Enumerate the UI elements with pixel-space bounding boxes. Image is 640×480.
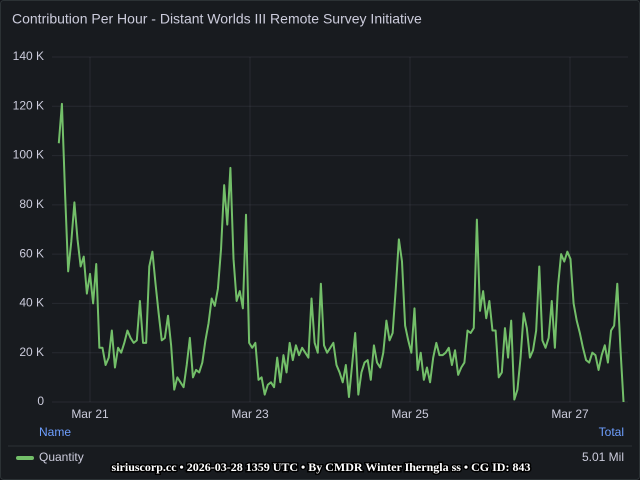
y-tick-label: 40 K	[19, 296, 44, 310]
watermark: siriuscorp.cc • 2026-03-28 1359 UTC • By…	[112, 460, 531, 474]
legend-header-name: Name	[39, 425, 71, 439]
panel-title: Contribution Per Hour - Distant Worlds I…	[12, 11, 422, 27]
legend-header-total: Total	[599, 425, 624, 439]
legend-label: Quantity	[39, 450, 84, 464]
y-tick-label: 80 K	[19, 197, 44, 211]
x-tick-label: Mar 21	[71, 407, 109, 421]
legend: Quantity 5.01 Mil	[16, 450, 624, 464]
legend-total: 5.01 Mil	[582, 450, 624, 464]
y-tick-label: 20 K	[19, 345, 44, 359]
y-tick-label: 60 K	[19, 246, 44, 260]
y-tick-label: 0	[37, 394, 44, 408]
x-tick-label: Mar 23	[231, 407, 269, 421]
y-tick-label: 100 K	[13, 148, 44, 162]
x-tick-label: Mar 27	[551, 407, 589, 421]
plot	[57, 102, 625, 403]
y-tick-label: 120 K	[13, 98, 44, 112]
series-line	[57, 102, 625, 403]
x-tick-label: Mar 25	[391, 407, 429, 421]
y-tick-label: 140 K	[13, 49, 44, 63]
